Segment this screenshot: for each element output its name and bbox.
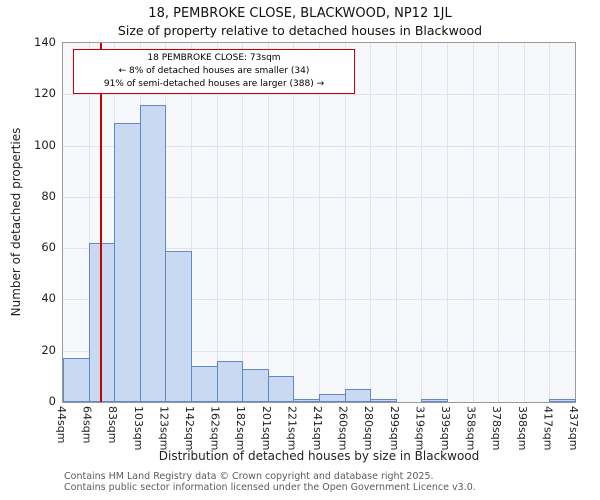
x-tick-label: 319sqm (413, 406, 427, 451)
histogram-bar (139, 104, 167, 402)
x-tick-label: 417sqm (541, 406, 555, 451)
gridline-vertical (447, 43, 448, 402)
gridline-horizontal (63, 248, 575, 250)
x-tick-label: 299sqm (387, 406, 401, 451)
x-tick-label: 142sqm (183, 406, 196, 451)
gridline-vertical (293, 43, 295, 402)
x-tick-label: 437sqm (567, 406, 580, 451)
gridline-vertical (395, 43, 397, 402)
histogram-bar (165, 250, 192, 402)
gridline-vertical (88, 43, 90, 402)
gridline-horizontal (63, 350, 575, 352)
y-tick-label: 120 (34, 86, 56, 101)
y-tick-label: 140 (34, 35, 56, 49)
gridline-horizontal (63, 94, 575, 96)
y-tick-label: 80 (41, 188, 56, 203)
gridline-vertical (267, 43, 269, 402)
histogram-bar (293, 399, 320, 402)
histogram-bar (242, 368, 269, 402)
x-tick-label: 83sqm (106, 406, 120, 444)
x-tick-label: 260sqm (336, 406, 350, 451)
gridline-horizontal (63, 196, 575, 198)
y-tick-label: 20 (41, 342, 56, 357)
histogram-bar (370, 399, 397, 402)
x-tick-label: 44sqm (55, 406, 68, 444)
gridline-horizontal (63, 299, 575, 301)
chart-subtitle: Size of property relative to detached ho… (117, 23, 483, 38)
annotation-line-1: 18 PEMBROKE CLOSE: 73sqm (147, 53, 281, 63)
y-tick-label: 100 (34, 137, 56, 152)
gridline-vertical (344, 43, 346, 402)
y-tick-label: 60 (41, 240, 56, 255)
x-tick-label: 378sqm (490, 406, 504, 451)
x-tick-label: 280sqm (362, 406, 376, 451)
histogram-bar (319, 394, 346, 402)
x-tick-label: 221sqm (285, 406, 299, 451)
y-tick-label: 40 (41, 291, 56, 306)
histogram-bar (88, 243, 116, 402)
gridline-vertical (216, 43, 218, 402)
subject-property-marker-line (99, 43, 102, 402)
annotation-line-2: ← 8% of detached houses are smaller (34) (118, 66, 310, 77)
annotation-box: 18 PEMBROKE CLOSE: 73sqm ← 8% of detache… (73, 49, 355, 95)
x-tick-label: 103sqm (131, 406, 145, 451)
gridline-vertical (472, 43, 474, 402)
gridline-vertical (549, 43, 551, 402)
x-tick-label: 123sqm (157, 406, 171, 451)
histogram-bar (344, 389, 372, 402)
x-axis-label: Distribution of detached houses by size … (158, 449, 480, 463)
y-axis-label: Number of detached properties (9, 127, 23, 317)
gridline-vertical (319, 43, 320, 402)
x-tick-label: 398sqm (515, 406, 529, 451)
histogram-bar (216, 360, 244, 402)
x-tick-label: 358sqm (464, 406, 478, 451)
histogram-bar (191, 366, 218, 402)
x-tick-label: 241sqm (311, 406, 324, 451)
footer-attribution-1: Contains HM Land Registry data © Crown c… (64, 471, 434, 482)
chart-title: 18, PEMBROKE CLOSE, BLACKWOOD, NP12 1JL (148, 6, 452, 21)
x-tick-label: 64sqm (80, 406, 94, 444)
histogram-bar (63, 358, 90, 402)
x-tick-label: 339sqm (439, 406, 452, 451)
gridline-horizontal (63, 145, 575, 147)
histogram-bar (114, 122, 141, 402)
gridline-vertical (191, 43, 192, 402)
x-tick-label: 162sqm (208, 406, 222, 451)
histogram-bar (267, 376, 295, 402)
gridline-vertical (242, 43, 244, 402)
x-tick-label: 201sqm (259, 406, 273, 451)
plot-area: 18 PEMBROKE CLOSE: 73sqm ← 8% of detache… (62, 42, 576, 403)
y-tick-label: 0 (48, 394, 56, 408)
gridline-vertical (523, 43, 525, 402)
histogram-bar (549, 399, 576, 402)
gridline-vertical (370, 43, 372, 402)
annotation-line-3: 91% of semi-detached houses are larger (… (103, 79, 325, 90)
histogram-bar (421, 399, 448, 402)
gridline-vertical (498, 43, 500, 402)
x-tick-label: 182sqm (234, 406, 248, 451)
gridline-vertical (421, 43, 423, 402)
footer-attribution-2: Contains public sector information licen… (64, 482, 476, 493)
